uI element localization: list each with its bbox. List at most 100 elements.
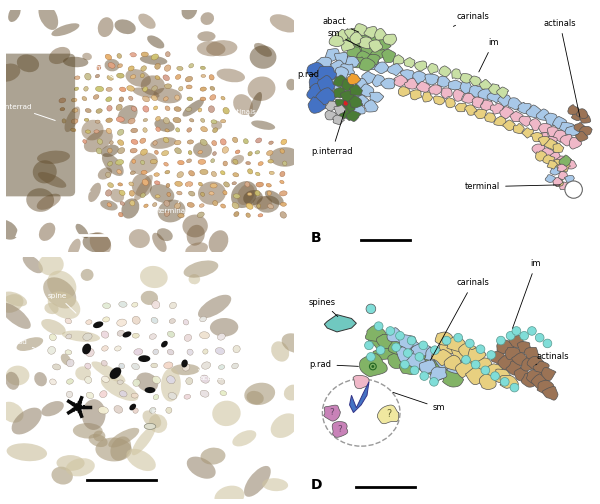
Ellipse shape: [198, 159, 206, 164]
Ellipse shape: [118, 64, 122, 68]
Ellipse shape: [165, 106, 170, 111]
Ellipse shape: [200, 87, 206, 91]
Ellipse shape: [118, 212, 123, 217]
Ellipse shape: [102, 153, 124, 176]
Polygon shape: [364, 27, 377, 38]
Ellipse shape: [155, 195, 160, 198]
Ellipse shape: [210, 183, 217, 188]
Polygon shape: [316, 57, 332, 70]
Ellipse shape: [86, 320, 92, 325]
Ellipse shape: [150, 159, 157, 164]
Polygon shape: [491, 351, 505, 364]
Ellipse shape: [257, 204, 260, 208]
Polygon shape: [553, 143, 564, 153]
Polygon shape: [387, 64, 403, 76]
Ellipse shape: [0, 303, 31, 329]
Ellipse shape: [248, 152, 252, 156]
Ellipse shape: [97, 139, 103, 144]
Ellipse shape: [37, 151, 70, 164]
Ellipse shape: [82, 120, 104, 141]
Polygon shape: [553, 177, 563, 186]
Ellipse shape: [8, 5, 20, 22]
Polygon shape: [340, 64, 355, 75]
Ellipse shape: [154, 173, 160, 176]
Ellipse shape: [141, 66, 146, 71]
Ellipse shape: [117, 380, 123, 385]
Circle shape: [410, 366, 419, 374]
Text: carinals: carinals: [113, 283, 142, 303]
Ellipse shape: [106, 87, 112, 91]
Polygon shape: [365, 54, 380, 66]
Ellipse shape: [223, 161, 227, 166]
Ellipse shape: [212, 401, 241, 426]
Polygon shape: [375, 29, 388, 40]
Text: spines: spines: [309, 298, 338, 317]
Polygon shape: [325, 314, 356, 332]
Circle shape: [512, 327, 521, 335]
Ellipse shape: [152, 376, 160, 384]
Ellipse shape: [48, 346, 56, 354]
Polygon shape: [404, 57, 415, 68]
Polygon shape: [490, 103, 504, 114]
Ellipse shape: [145, 387, 155, 393]
Polygon shape: [485, 364, 503, 377]
Ellipse shape: [38, 172, 67, 188]
Ellipse shape: [34, 372, 47, 387]
Ellipse shape: [256, 196, 280, 213]
Polygon shape: [357, 51, 370, 62]
Ellipse shape: [246, 213, 250, 217]
Polygon shape: [349, 57, 365, 68]
Ellipse shape: [149, 334, 157, 339]
Ellipse shape: [116, 104, 122, 110]
Ellipse shape: [82, 53, 92, 60]
Ellipse shape: [85, 108, 91, 113]
Circle shape: [395, 332, 404, 340]
Ellipse shape: [119, 190, 125, 196]
Ellipse shape: [107, 182, 113, 187]
Ellipse shape: [98, 167, 112, 179]
Ellipse shape: [96, 148, 102, 154]
Ellipse shape: [106, 128, 112, 134]
Ellipse shape: [103, 303, 110, 308]
Ellipse shape: [65, 318, 71, 324]
Text: p.interrad: p.interrad: [311, 111, 353, 156]
Ellipse shape: [110, 367, 121, 379]
Ellipse shape: [223, 107, 229, 114]
Polygon shape: [434, 354, 455, 369]
Ellipse shape: [151, 363, 158, 368]
Polygon shape: [335, 67, 349, 80]
Polygon shape: [333, 75, 347, 87]
Polygon shape: [559, 155, 572, 166]
Polygon shape: [346, 45, 362, 58]
Ellipse shape: [215, 348, 224, 354]
Ellipse shape: [181, 359, 188, 367]
Ellipse shape: [187, 225, 205, 245]
Polygon shape: [367, 59, 379, 70]
Ellipse shape: [130, 148, 137, 153]
Ellipse shape: [187, 97, 193, 101]
Ellipse shape: [107, 75, 113, 80]
Polygon shape: [346, 111, 361, 121]
Polygon shape: [541, 367, 556, 381]
Ellipse shape: [211, 120, 217, 124]
Ellipse shape: [118, 130, 124, 135]
Ellipse shape: [167, 331, 175, 337]
Ellipse shape: [221, 204, 226, 208]
Ellipse shape: [166, 183, 170, 187]
Ellipse shape: [153, 141, 157, 145]
Ellipse shape: [245, 182, 250, 187]
Ellipse shape: [193, 142, 212, 158]
Polygon shape: [560, 135, 572, 146]
Circle shape: [466, 339, 474, 348]
Ellipse shape: [213, 201, 218, 206]
Text: terminal: terminal: [158, 186, 189, 214]
Ellipse shape: [1, 294, 23, 313]
Ellipse shape: [178, 160, 184, 165]
Polygon shape: [398, 87, 410, 96]
Polygon shape: [506, 361, 521, 375]
Ellipse shape: [110, 189, 124, 202]
Ellipse shape: [169, 319, 175, 324]
Ellipse shape: [255, 151, 260, 154]
Ellipse shape: [129, 229, 150, 248]
Ellipse shape: [62, 119, 66, 123]
